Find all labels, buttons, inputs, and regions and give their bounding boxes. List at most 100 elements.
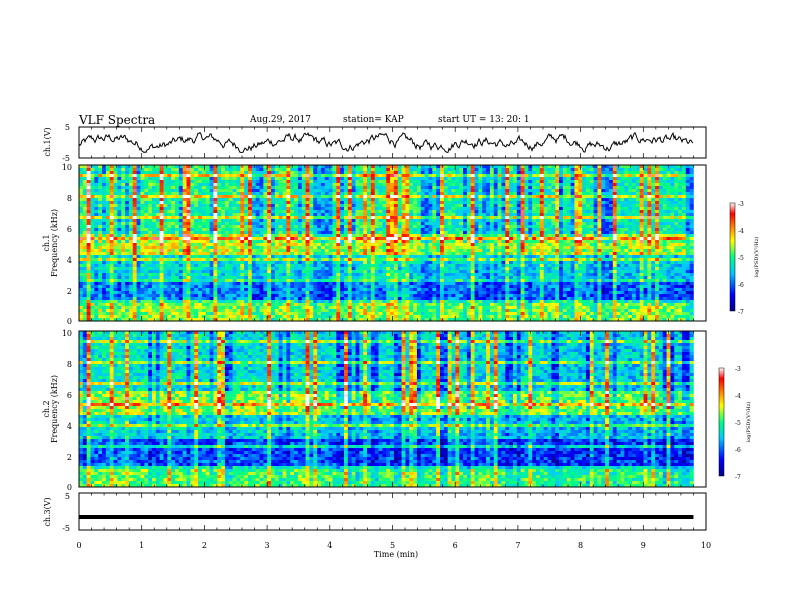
spectrogram-cell — [109, 201, 114, 205]
spectrogram-cell — [409, 246, 414, 250]
spectrogram-cell — [432, 216, 437, 220]
spectrogram-cell — [393, 186, 399, 190]
spectrogram-cell — [413, 240, 418, 244]
spectrogram-cell — [263, 210, 268, 214]
spectrogram-cell — [263, 198, 268, 202]
spectrogram-cell — [401, 186, 406, 190]
spectrogram-cell — [670, 195, 675, 199]
spectrogram-cell — [624, 174, 629, 178]
spectrogram-cell — [536, 183, 541, 187]
spectrogram-cell — [420, 195, 425, 199]
spectrogram-cell — [566, 249, 571, 253]
spectrogram-cell — [674, 240, 679, 244]
spectrogram-cell — [478, 237, 483, 241]
spectrogram-cell — [551, 171, 556, 175]
spectrogram-cell — [428, 237, 433, 241]
spectrogram-cell — [370, 213, 376, 217]
spectrogram-cell — [313, 210, 318, 214]
spectrogram-cell — [440, 237, 445, 241]
spectrogram-cell — [536, 219, 541, 223]
spectrogram-cell — [343, 177, 349, 181]
spectrogram-cell — [524, 207, 529, 211]
spectrogram-cell — [240, 204, 245, 208]
spectrogram-cell — [393, 174, 399, 178]
spectrogram-cell — [351, 228, 356, 232]
spectrogram-cell — [582, 240, 587, 244]
spectrogram-cell — [205, 174, 210, 178]
spectrogram-cell — [658, 171, 664, 175]
spectrogram-cell — [486, 240, 491, 244]
spectrogram-cell — [528, 198, 533, 202]
spectrogram-cell — [286, 237, 291, 241]
spectrogram-cell — [86, 177, 91, 181]
spectrogram-cell — [128, 213, 134, 217]
spectrogram-cell — [685, 165, 690, 169]
spectrogram-cell — [424, 240, 429, 244]
spectrogram-cell — [171, 255, 176, 259]
spectrogram-cell — [370, 189, 376, 193]
spectrogram-cell — [182, 213, 187, 217]
spectrogram-cell — [167, 174, 172, 178]
spectrogram-cell — [463, 171, 468, 175]
spectrogram-cell — [440, 210, 445, 214]
spectrogram-cell — [486, 186, 491, 190]
spectrogram-cell — [382, 174, 387, 178]
spectrogram-cell — [520, 225, 525, 229]
spectrogram-cell — [678, 225, 683, 229]
spectrogram-cell — [209, 171, 214, 175]
spectrogram-cell — [178, 219, 183, 223]
spectrogram-cell — [140, 228, 145, 232]
spectrogram-cell — [597, 165, 602, 169]
spectrogram-cell — [582, 201, 587, 205]
spectrogram-cell — [136, 219, 141, 223]
spectrogram-cell — [182, 228, 187, 232]
spectrogram-cell — [524, 237, 529, 241]
spectrogram-cell — [397, 249, 402, 253]
spectrogram-cell — [155, 186, 160, 190]
spectrogram-cell — [324, 171, 329, 175]
spectrogram-cell — [409, 204, 414, 208]
spectrogram-cell — [428, 177, 433, 181]
spectrogram-cell — [290, 192, 295, 196]
spectrogram-cell — [512, 177, 518, 181]
spectrogram-cell — [317, 174, 322, 178]
spectrogram-cell — [305, 219, 310, 223]
spectrogram-cell — [82, 228, 87, 232]
spectrogram-cell — [367, 225, 372, 229]
spectrogram-cell — [297, 204, 303, 208]
spectrogram-cell — [267, 195, 272, 199]
spectrogram-cell — [501, 219, 506, 223]
spectrogram-cell — [501, 174, 506, 178]
spectrogram-cell — [282, 186, 287, 190]
spectrogram-cell — [267, 189, 272, 193]
spectrogram-cell — [447, 168, 452, 172]
spectrogram-cell — [336, 165, 341, 169]
spectrogram-cell — [516, 231, 521, 235]
spectrogram-cell — [451, 204, 456, 208]
spectrogram-cell — [86, 243, 91, 247]
spectrogram-cell — [390, 177, 395, 181]
spectrogram-cell — [559, 234, 564, 238]
spectrogram-cell — [666, 237, 671, 241]
spectrogram-cell — [98, 222, 103, 226]
spectrogram-cell — [428, 219, 433, 223]
spectrogram-cell — [186, 240, 191, 244]
spectrogram-cell — [336, 240, 341, 244]
spectrogram-cell — [678, 240, 683, 244]
spectrogram-cell — [178, 225, 183, 229]
spectrogram-cell — [516, 246, 521, 250]
spectrogram-cell — [125, 222, 130, 226]
spectrogram-cell — [612, 198, 617, 202]
spectrogram-cell — [486, 204, 491, 208]
spectrogram-cell — [148, 231, 153, 235]
spectrogram-cell — [148, 189, 153, 193]
spectrogram-cell — [620, 216, 625, 220]
spectrogram-cell — [382, 243, 387, 247]
spectrogram-cell — [324, 237, 329, 241]
spectrogram-cell — [94, 216, 99, 220]
spectrogram-cell — [155, 249, 160, 253]
spectrogram-cell — [121, 252, 126, 256]
spectrogram-cell — [263, 234, 268, 238]
spectrogram-cell — [478, 180, 483, 184]
spectrogram-cell — [436, 171, 441, 175]
